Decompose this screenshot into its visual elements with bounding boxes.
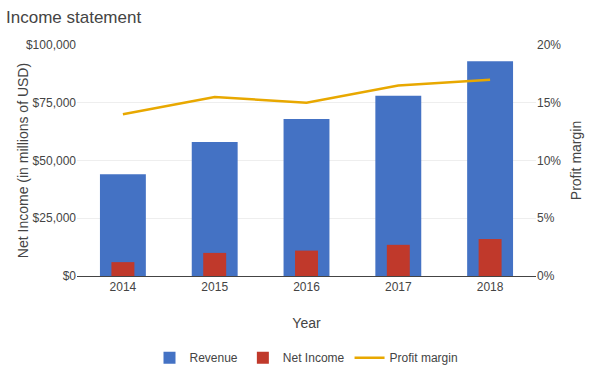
svg-text:$50,000: $50,000 — [33, 154, 77, 168]
svg-text:Revenue: Revenue — [190, 351, 238, 365]
svg-text:Net Income (in millions of USD: Net Income (in millions of USD) — [15, 63, 31, 258]
svg-text:Net Income: Net Income — [283, 351, 345, 365]
svg-text:$25,000: $25,000 — [33, 211, 77, 225]
svg-text:Year: Year — [292, 315, 321, 331]
svg-text:10%: 10% — [537, 154, 561, 168]
svg-text:2017: 2017 — [385, 280, 412, 294]
svg-text:$0: $0 — [63, 269, 77, 283]
svg-text:Profit margin: Profit margin — [568, 121, 584, 200]
svg-text:$75,000: $75,000 — [33, 96, 77, 110]
svg-text:15%: 15% — [537, 96, 561, 110]
svg-text:2018: 2018 — [477, 280, 504, 294]
svg-text:5%: 5% — [537, 211, 555, 225]
svg-text:2016: 2016 — [293, 280, 320, 294]
svg-text:20%: 20% — [537, 38, 561, 52]
svg-text:0%: 0% — [537, 269, 555, 283]
svg-text:2014: 2014 — [110, 280, 137, 294]
svg-text:2015: 2015 — [201, 280, 228, 294]
svg-text:Income statement: Income statement — [6, 8, 141, 27]
svg-text:$100,000: $100,000 — [26, 38, 76, 52]
svg-text:Profit margin: Profit margin — [390, 351, 458, 365]
